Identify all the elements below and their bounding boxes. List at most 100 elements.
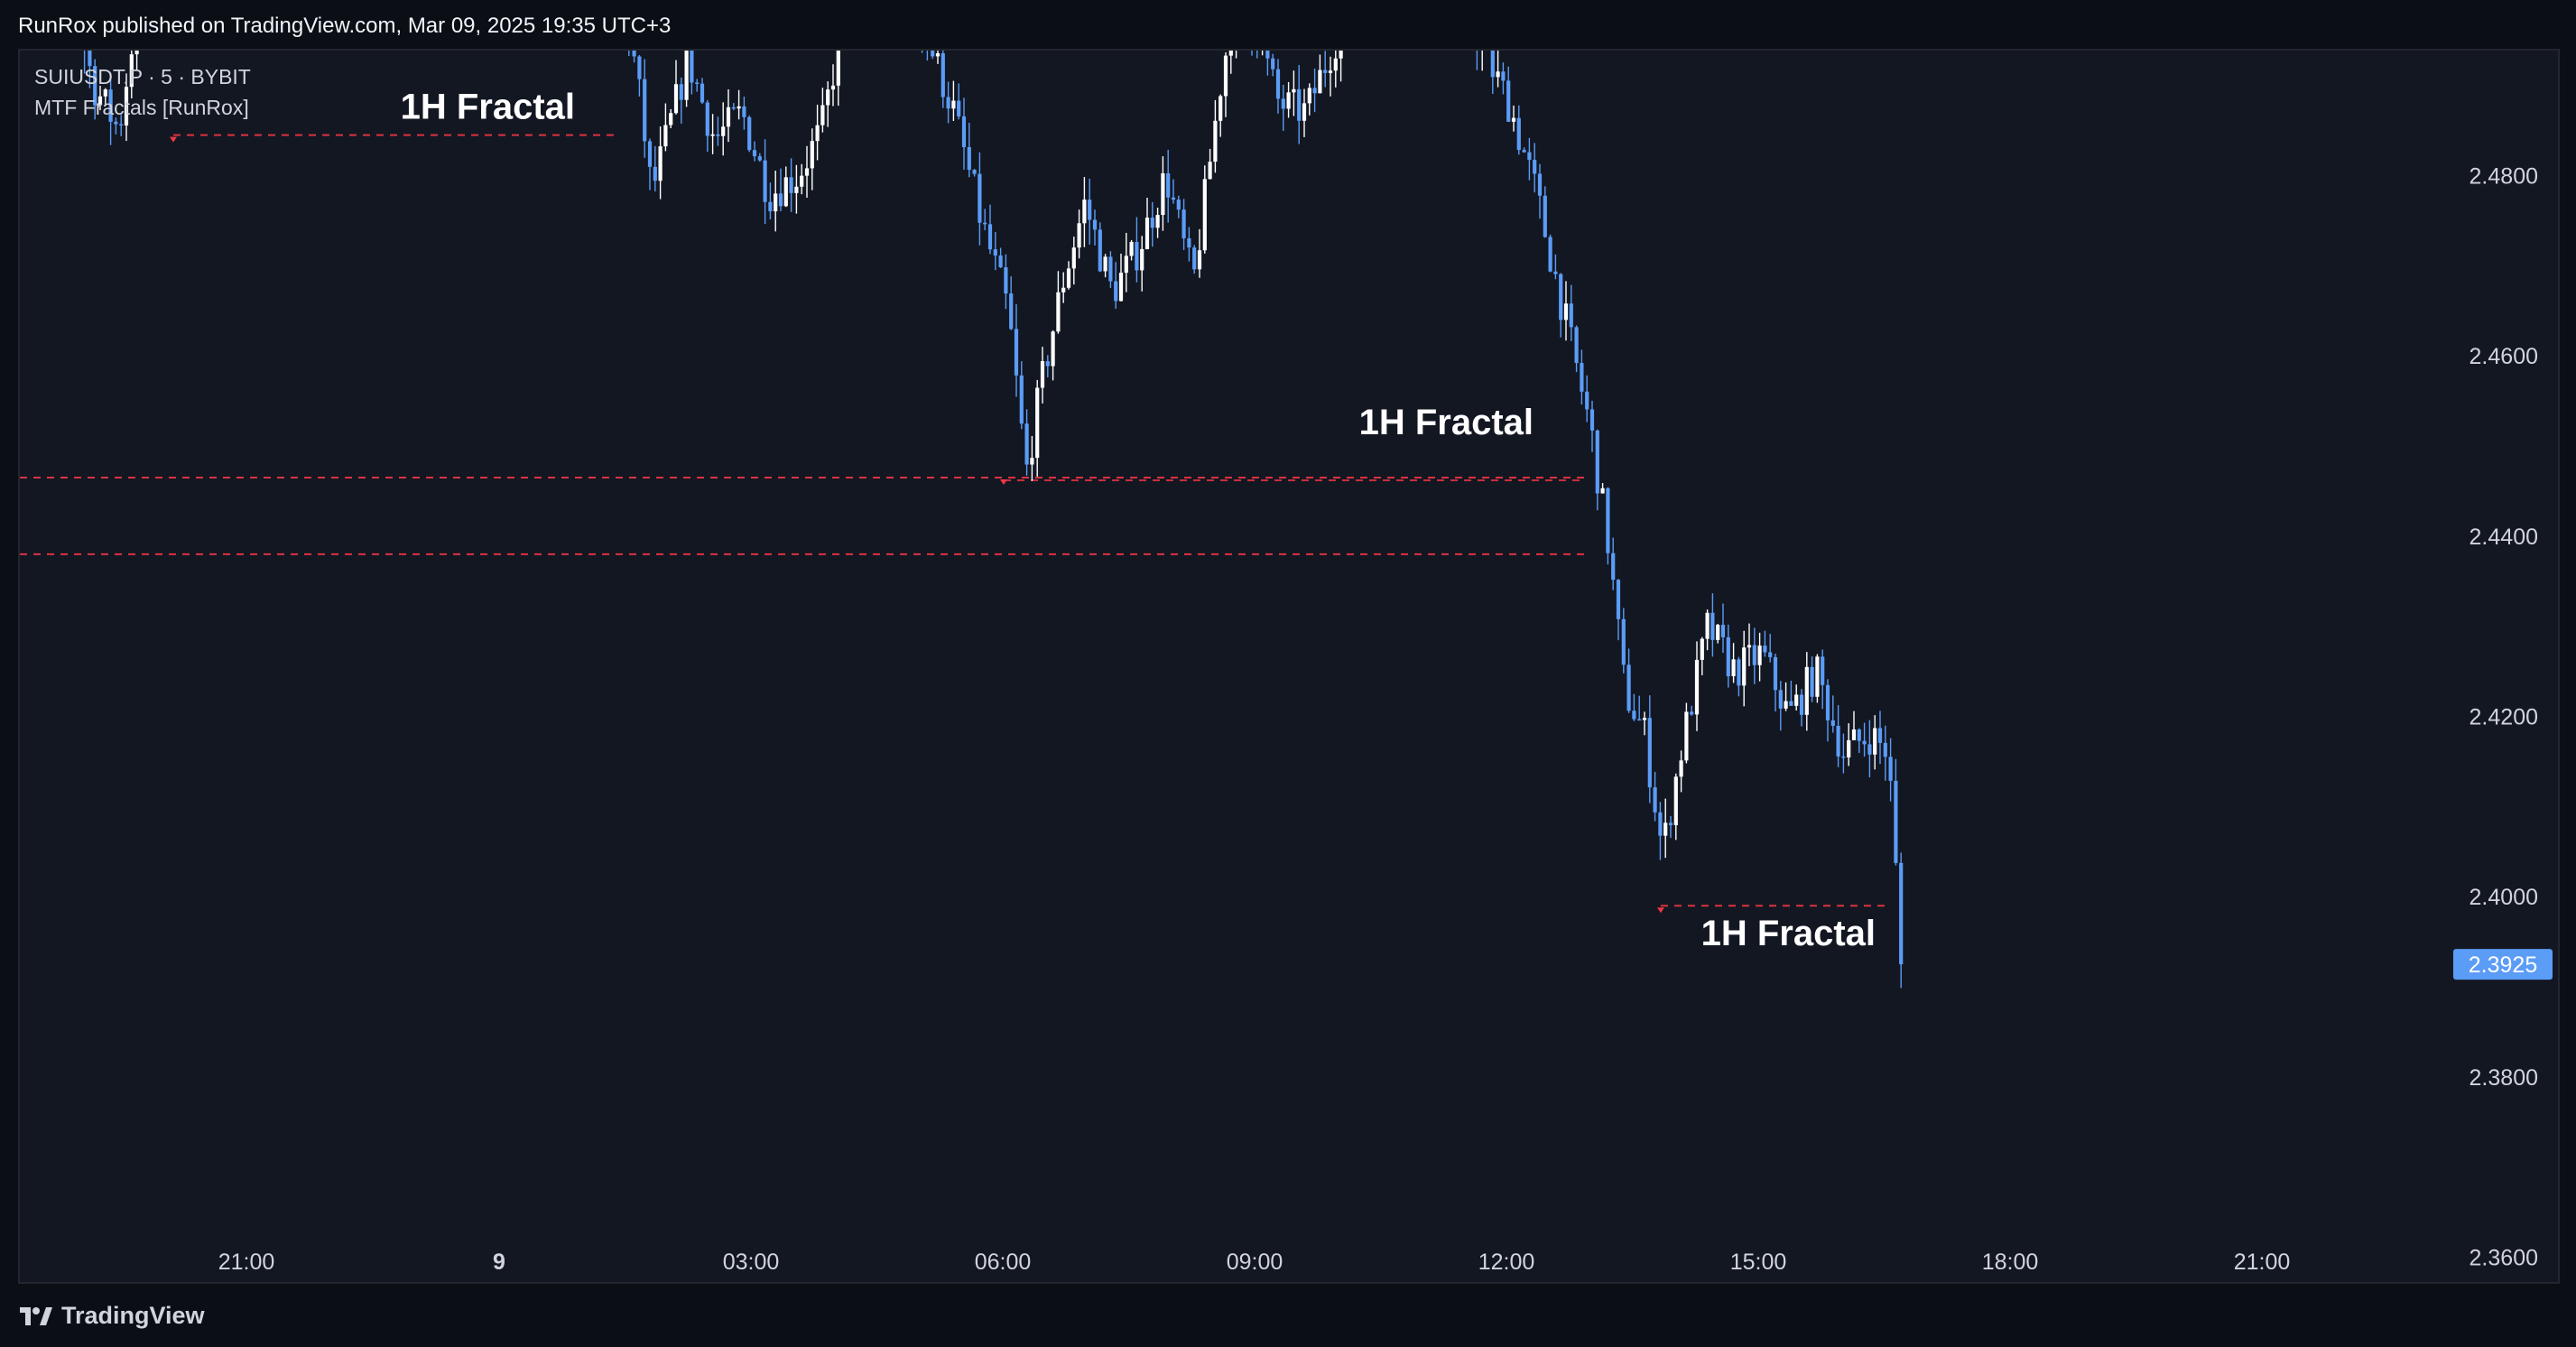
candle[interactable] bbox=[1051, 330, 1055, 381]
candle[interactable] bbox=[987, 204, 993, 255]
candle[interactable] bbox=[1553, 254, 1558, 280]
candle[interactable] bbox=[951, 80, 956, 121]
candle[interactable] bbox=[1752, 627, 1756, 684]
candle[interactable] bbox=[1595, 429, 1599, 511]
candle[interactable] bbox=[1580, 349, 1584, 405]
candle[interactable] bbox=[1066, 261, 1071, 290]
candle[interactable] bbox=[1516, 105, 1521, 155]
candle[interactable] bbox=[1129, 239, 1134, 261]
candle[interactable] bbox=[1261, 51, 1265, 56]
candle[interactable] bbox=[1857, 728, 1861, 754]
candle[interactable] bbox=[757, 153, 762, 163]
candle[interactable] bbox=[1784, 682, 1788, 711]
candle[interactable] bbox=[124, 73, 129, 142]
candle[interactable] bbox=[88, 51, 92, 88]
candle[interactable] bbox=[108, 72, 113, 145]
candle[interactable] bbox=[1490, 51, 1495, 94]
candle[interactable] bbox=[1281, 84, 1285, 132]
candle[interactable] bbox=[1297, 64, 1302, 144]
candle[interactable] bbox=[1647, 695, 1652, 804]
candle[interactable] bbox=[134, 51, 139, 70]
candle[interactable] bbox=[1589, 400, 1595, 452]
candle[interactable] bbox=[1611, 537, 1616, 590]
candle[interactable] bbox=[731, 103, 736, 111]
candle[interactable] bbox=[774, 170, 778, 232]
candle[interactable] bbox=[800, 163, 804, 195]
candle[interactable] bbox=[747, 115, 752, 153]
symbol-legend[interactable]: SUIUSDT.P · 5 · BYBIT bbox=[34, 65, 251, 88]
candle[interactable] bbox=[1533, 143, 1537, 193]
candle[interactable] bbox=[673, 60, 679, 115]
candle[interactable] bbox=[1548, 234, 1552, 273]
candle[interactable] bbox=[1815, 654, 1820, 703]
candle[interactable] bbox=[1559, 273, 1563, 338]
candle[interactable] bbox=[931, 51, 935, 60]
candle[interactable] bbox=[1873, 715, 1877, 770]
candle[interactable] bbox=[752, 141, 757, 162]
candle[interactable] bbox=[695, 79, 700, 92]
candle[interactable] bbox=[1318, 54, 1322, 94]
candle[interactable] bbox=[1768, 634, 1773, 663]
candle[interactable] bbox=[1626, 648, 1631, 713]
candle[interactable] bbox=[721, 102, 726, 156]
candle[interactable] bbox=[993, 232, 997, 271]
candle[interactable] bbox=[1161, 156, 1165, 231]
candle[interactable] bbox=[716, 116, 720, 146]
candle[interactable] bbox=[1705, 609, 1710, 651]
candle[interactable] bbox=[1213, 99, 1218, 173]
candle[interactable] bbox=[1045, 355, 1050, 378]
candle[interactable] bbox=[1187, 227, 1191, 262]
candle[interactable] bbox=[946, 81, 950, 124]
candle[interactable] bbox=[690, 51, 694, 95]
candle[interactable] bbox=[1700, 636, 1704, 675]
candle[interactable] bbox=[1077, 209, 1081, 259]
candle[interactable] bbox=[1339, 51, 1343, 82]
candle[interactable] bbox=[1056, 271, 1061, 334]
candle[interactable] bbox=[1621, 608, 1626, 674]
candle[interactable] bbox=[1024, 409, 1029, 476]
candle[interactable] bbox=[1710, 593, 1715, 657]
candle[interactable] bbox=[1071, 237, 1076, 285]
candle[interactable] bbox=[1810, 656, 1814, 702]
candle[interactable] bbox=[998, 247, 1003, 268]
candle[interactable] bbox=[836, 51, 840, 107]
candle[interactable] bbox=[1899, 852, 1904, 989]
candle[interactable] bbox=[1275, 59, 1281, 114]
candle[interactable] bbox=[1501, 62, 1506, 95]
candle[interactable] bbox=[643, 59, 647, 158]
candle[interactable] bbox=[637, 55, 642, 97]
candle[interactable] bbox=[921, 51, 924, 53]
candle[interactable] bbox=[1014, 303, 1019, 397]
candle[interactable] bbox=[1333, 51, 1338, 88]
candle[interactable] bbox=[119, 115, 124, 136]
candle[interactable] bbox=[1574, 325, 1579, 373]
candle[interactable] bbox=[1847, 723, 1851, 766]
candle[interactable] bbox=[1040, 347, 1045, 404]
candle[interactable] bbox=[1235, 51, 1238, 59]
candle[interactable] bbox=[1265, 51, 1270, 76]
candle[interactable] bbox=[810, 128, 814, 190]
candle[interactable] bbox=[1825, 679, 1830, 742]
candle[interactable] bbox=[97, 85, 103, 111]
candle[interactable] bbox=[1684, 702, 1689, 764]
candle[interactable] bbox=[1716, 623, 1720, 644]
candle[interactable] bbox=[627, 51, 631, 57]
candle[interactable] bbox=[1480, 51, 1484, 71]
candle[interactable] bbox=[1223, 51, 1228, 117]
candle[interactable] bbox=[1140, 236, 1144, 292]
candle[interactable] bbox=[1114, 262, 1118, 310]
candle[interactable] bbox=[804, 145, 810, 198]
candle[interactable] bbox=[1757, 632, 1762, 682]
candle[interactable] bbox=[1653, 771, 1657, 822]
candle[interactable] bbox=[684, 51, 689, 107]
candle[interactable] bbox=[1166, 149, 1171, 223]
candle[interactable] bbox=[1763, 630, 1767, 657]
candle[interactable] bbox=[830, 64, 836, 107]
candle[interactable] bbox=[1747, 623, 1752, 666]
candle[interactable] bbox=[710, 114, 715, 154]
candle[interactable] bbox=[1616, 579, 1621, 641]
candle[interactable] bbox=[967, 122, 971, 178]
candle[interactable] bbox=[658, 125, 663, 200]
candle[interactable] bbox=[1883, 725, 1887, 781]
